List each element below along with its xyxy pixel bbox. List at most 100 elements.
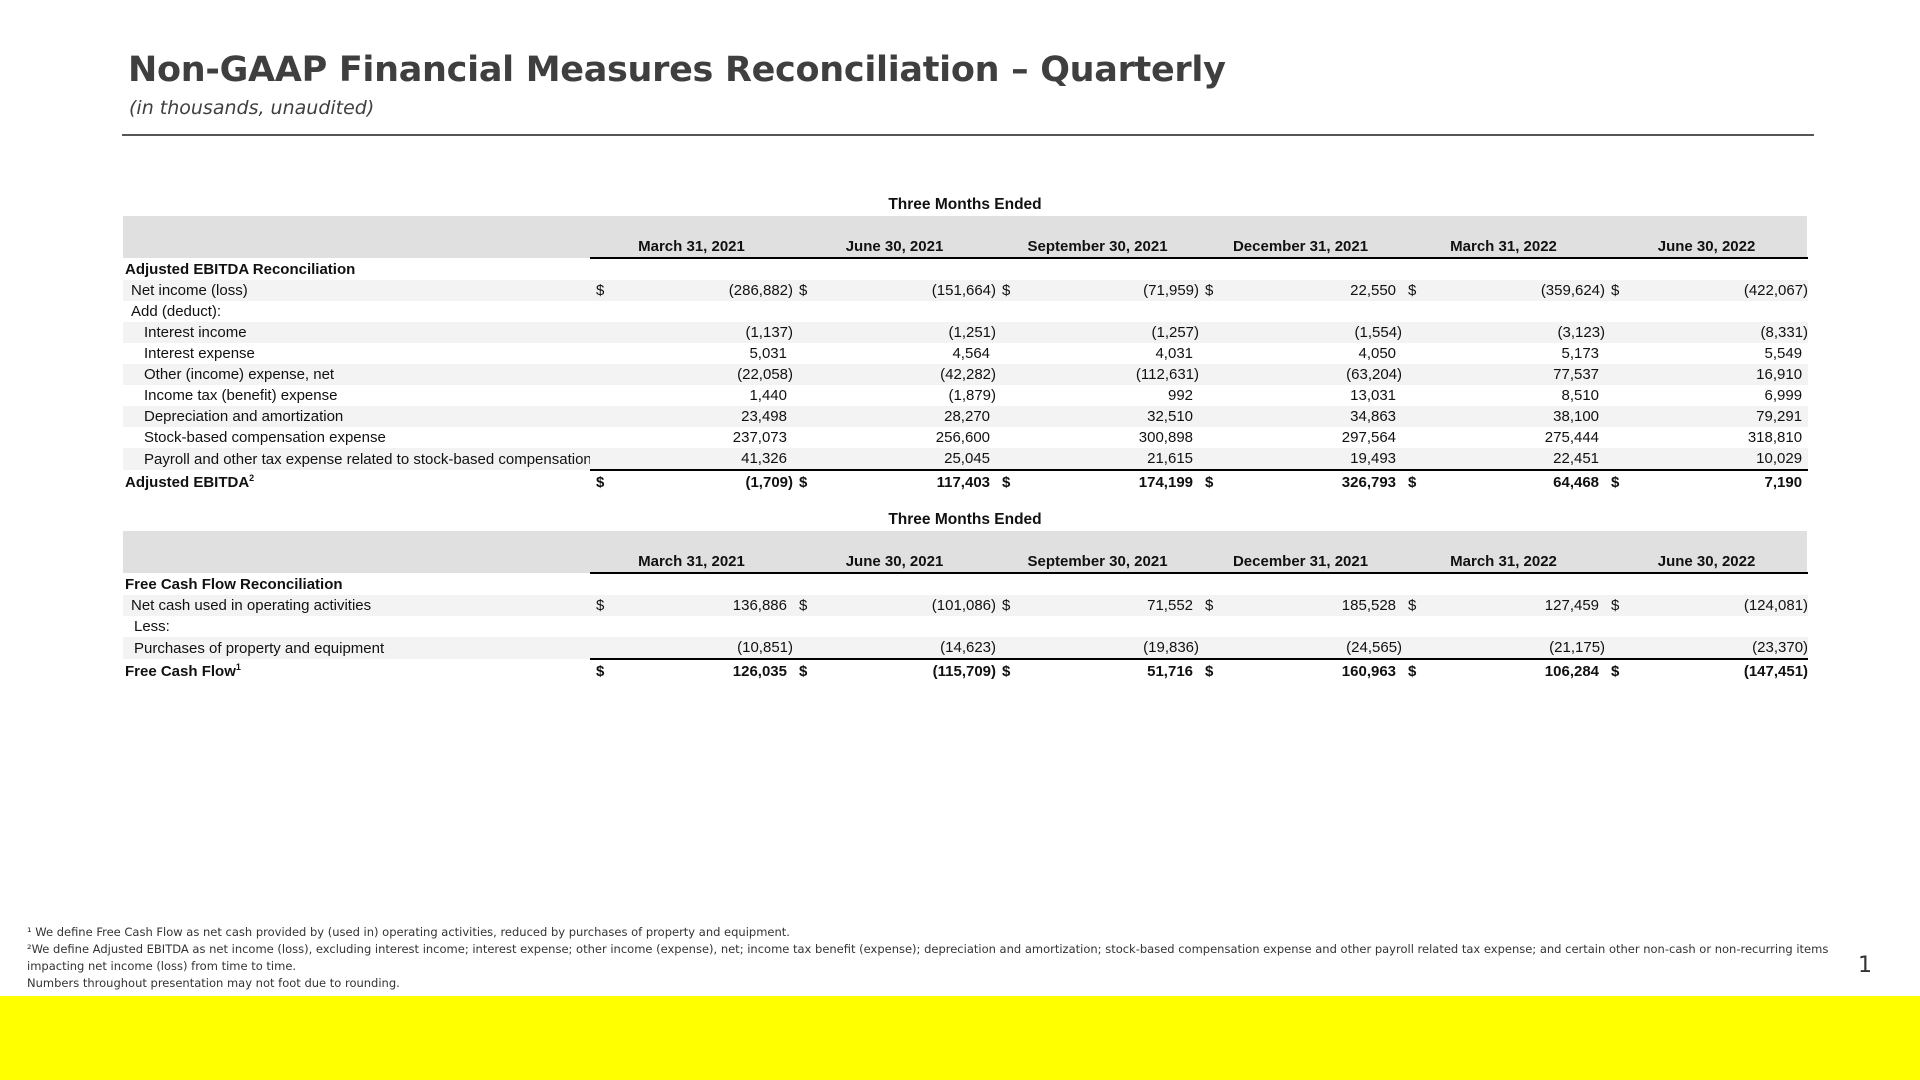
currency-symbol: $: [793, 280, 829, 301]
value-cell: 318,810: [1747, 429, 1803, 446]
row-label: Interest expense: [144, 345, 255, 362]
fcf-period-heading: Three Months Ended: [888, 511, 1042, 528]
row-label: Income tax (benefit) expense: [144, 387, 338, 404]
value-cell: 32,510: [1032, 406, 1200, 427]
currency-symbol: [1402, 343, 1438, 364]
fcf-section-heading: Free Cash Flow Reconciliation: [125, 575, 343, 593]
value-cell: (359,624): [1438, 280, 1606, 301]
currency-symbol: [1402, 637, 1439, 659]
fcf-column-header: December 31, 2021: [1199, 551, 1403, 574]
currency-symbol: [590, 427, 626, 448]
value-cell: (42,282): [829, 364, 997, 385]
value-cell: 4,031: [1155, 345, 1194, 362]
value-cell: 136,886: [626, 595, 793, 616]
value-cell: 28,270: [829, 406, 997, 427]
currency-symbol: [590, 616, 626, 637]
value-cell: (23,370): [1641, 637, 1809, 659]
value-cell: 21,615: [1032, 448, 1200, 470]
currency-symbol: $: [996, 595, 1033, 616]
page-number: 1: [1858, 953, 1872, 978]
value-cell: (151,664): [829, 280, 997, 301]
page-title: Non-GAAP Financial Measures Reconciliati…: [128, 50, 1226, 90]
ebitda-period-heading: Three Months Ended: [888, 196, 1042, 213]
ebitda-column-header: March 31, 2021: [590, 236, 793, 259]
currency-symbol: [793, 385, 829, 406]
value-cell: 77,537: [1438, 364, 1606, 385]
value-cell: 300,898: [1138, 429, 1194, 446]
value-cell: [1641, 301, 1808, 322]
ebitda-column-header: March 31, 2022: [1402, 236, 1606, 259]
currency-symbol: [996, 322, 1033, 343]
value-cell: 79,291: [1641, 406, 1809, 427]
total-value-cell: 64,468: [1438, 469, 1606, 494]
ebitda-section-heading: Adjusted EBITDA Reconciliation: [125, 260, 356, 278]
value-cell: 5,031: [749, 345, 787, 362]
value-cell: 13,031: [1350, 387, 1397, 404]
currency-symbol: $: [996, 280, 1033, 301]
footnote-2-continued: impacting net income (loss) from time to…: [27, 959, 297, 973]
value-cell: 71,552: [1032, 595, 1200, 616]
currency-symbol: [590, 301, 626, 322]
value-cell: 4,050: [1358, 345, 1397, 362]
value-cell: [1438, 301, 1605, 322]
value-cell: 297,564: [1341, 429, 1397, 446]
total-value-cell: (147,451): [1641, 658, 1809, 683]
currency-symbol: [1605, 637, 1642, 659]
currency-symbol: [1402, 322, 1439, 343]
ebitda-section-filler: [590, 258, 1808, 280]
value-cell: 237,073: [732, 429, 787, 446]
currency-symbol: $: [793, 469, 829, 494]
table-row: Purchases of property and equipment (10,8…: [123, 637, 1809, 659]
table-row: Interest expense 5,031 4,564 4,031 4,050 5,17…: [123, 343, 1808, 364]
value-cell: [1438, 616, 1605, 637]
value-cell: (21,175): [1438, 637, 1606, 659]
ebitda-column-header: September 30, 2021: [996, 236, 1200, 259]
ebitda-total-label: Adjusted EBITDA: [125, 473, 250, 491]
currency-symbol: $: [1199, 595, 1236, 616]
currency-symbol: [996, 343, 1032, 364]
currency-symbol: [590, 448, 626, 470]
currency-symbol: [590, 364, 626, 385]
value-cell: 25,045: [829, 448, 997, 470]
currency-symbol: $: [1199, 658, 1236, 683]
value-cell: (63,204): [1235, 364, 1403, 385]
value-cell: 23,498: [626, 406, 793, 427]
table-row: Net income (loss) $ (286,882) $ (151,664) $ (7…: [123, 280, 1809, 301]
value-cell: 5,549: [1764, 345, 1803, 362]
currency-symbol: $: [590, 280, 626, 301]
currency-symbol: [1605, 364, 1642, 385]
total-value-cell: 160,963: [1235, 658, 1403, 683]
currency-symbol: [996, 448, 1033, 470]
table-row: Depreciation and amortization 23,498 28,27…: [123, 406, 1809, 427]
fcf-section-filler: [590, 573, 1808, 595]
table-row: Income tax (benefit) expense 1,440 (1,879)…: [123, 385, 1808, 406]
value-cell: [626, 616, 793, 637]
currency-symbol: $: [793, 595, 829, 616]
total-value-cell: 326,793: [1235, 469, 1403, 494]
currency-symbol: $: [1605, 658, 1642, 683]
ebitda-footnote-marker: 2: [249, 472, 255, 483]
free-cash-flow-table: March 31, 2021 June 30, 2021 September 30,…: [123, 551, 1809, 683]
value-cell: 5,173: [1561, 345, 1600, 362]
value-cell: (101,086): [829, 595, 997, 616]
fcf-column-header: June 30, 2022: [1605, 551, 1809, 574]
row-label: Add (deduct):: [131, 303, 222, 320]
fcf-header-blank: [123, 551, 590, 573]
value-cell: (112,631): [1032, 364, 1200, 385]
currency-symbol: [996, 364, 1033, 385]
row-label: Other (income) expense, net: [123, 364, 590, 385]
currency-symbol: [793, 448, 829, 470]
table-row: Payroll and other tax expense related to…: [123, 448, 1809, 470]
currency-symbol: [1199, 364, 1236, 385]
table-row: Interest income (1,137) (1,251) (1,257) (1,5…: [123, 322, 1809, 343]
currency-symbol: [1199, 322, 1236, 343]
currency-symbol: [1605, 448, 1642, 470]
currency-symbol: [996, 616, 1032, 637]
value-cell: 256,600: [935, 429, 991, 446]
ebitda-total-label-cell: Adjusted EBITDA2: [123, 470, 590, 494]
value-cell: (286,882): [626, 280, 793, 301]
total-value-cell: (1,709): [626, 469, 793, 494]
currency-symbol: [1605, 343, 1641, 364]
table-row: Add (deduct):: [123, 301, 1808, 322]
currency-symbol: [1199, 448, 1236, 470]
